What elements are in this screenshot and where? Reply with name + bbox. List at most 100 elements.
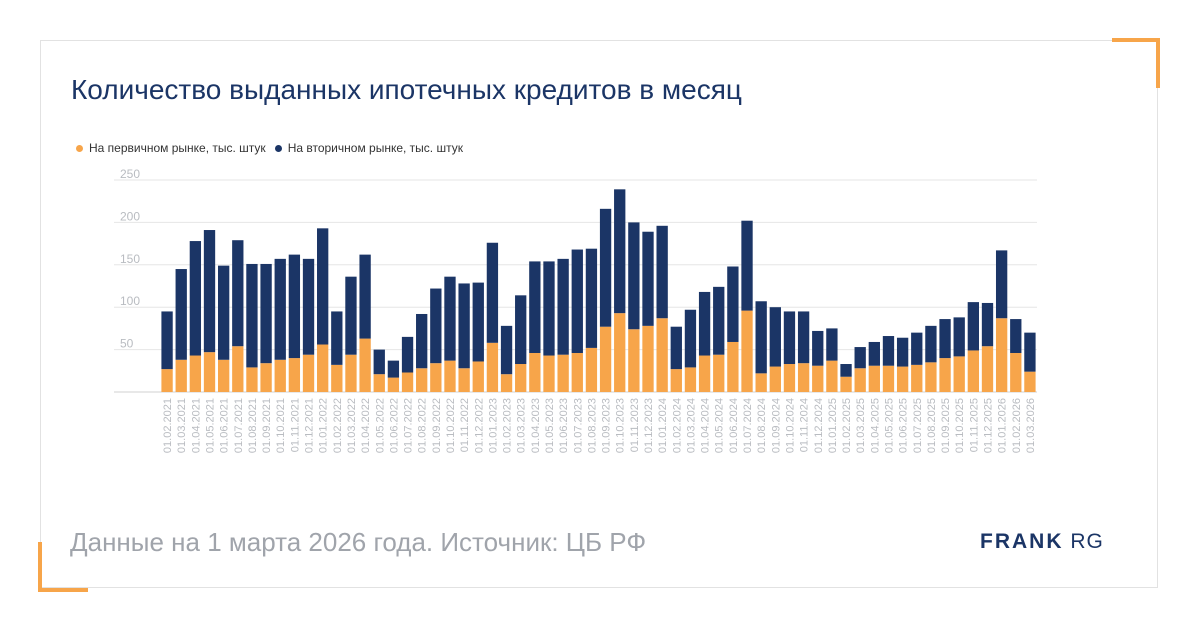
bar-primary — [317, 344, 329, 392]
bar-secondary — [840, 364, 852, 377]
x-tick-label: 01.02.2024 — [671, 398, 683, 453]
y-tick-label: 100 — [120, 294, 140, 308]
bar-secondary — [373, 349, 385, 375]
bar-secondary — [911, 332, 923, 365]
corner-accent-top-right — [1112, 38, 1160, 88]
x-tick-label: 01.04.2024 — [700, 398, 712, 453]
bar-primary — [359, 338, 371, 392]
bar-primary — [741, 310, 753, 392]
x-tick-label: 01.01.2025 — [827, 398, 839, 453]
bar-secondary — [175, 269, 187, 360]
x-tick-label: 01.12.2024 — [813, 398, 825, 453]
bar-primary — [203, 352, 216, 392]
bar-secondary — [387, 360, 400, 378]
bar-secondary — [599, 208, 612, 327]
bar-secondary — [614, 189, 626, 314]
bar-primary — [868, 365, 880, 392]
bar-primary — [684, 367, 697, 392]
bar-primary — [628, 329, 640, 392]
bar-secondary — [246, 263, 258, 368]
bar-secondary — [401, 336, 414, 373]
bar-secondary — [345, 276, 357, 355]
bar-secondary — [896, 337, 909, 367]
x-tick-label: 01.06.2021 — [219, 398, 231, 453]
bar-primary — [387, 377, 400, 392]
bar-secondary — [161, 311, 173, 370]
bar-secondary — [331, 311, 343, 365]
bar-primary — [995, 318, 1008, 392]
x-tick-label: 01.09.2024 — [770, 398, 782, 453]
y-tick-label: 50 — [120, 337, 134, 351]
bar-secondary — [557, 258, 569, 355]
bar-primary — [698, 355, 711, 392]
x-tick-label: 01.05.2021 — [205, 398, 217, 453]
bar-primary — [769, 366, 781, 392]
x-tick-label: 01.08.2023 — [586, 398, 598, 453]
bar-primary — [1010, 352, 1022, 392]
x-tick-label: 01.10.2022 — [445, 398, 457, 453]
bar-primary — [416, 368, 428, 392]
x-tick-label: 01.01.2026 — [997, 398, 1009, 453]
bar-secondary — [812, 330, 824, 366]
bar-primary — [557, 354, 569, 392]
bar-secondary — [826, 328, 838, 361]
bar-secondary — [288, 254, 301, 359]
x-tick-label: 01.06.2023 — [558, 398, 570, 453]
bar-secondary — [995, 250, 1008, 319]
logo-part-frank: FRANK — [980, 530, 1064, 553]
x-tick-label: 01.04.2025 — [869, 398, 881, 453]
bar-primary — [896, 366, 909, 392]
bar-primary — [529, 352, 541, 392]
bar-primary — [599, 326, 612, 392]
bar-secondary — [854, 347, 866, 369]
x-tick-label: 01.03.2026 — [1025, 398, 1037, 453]
bar-secondary — [571, 249, 583, 353]
bar-primary — [755, 373, 767, 392]
x-tick-label: 01.05.2022 — [374, 398, 386, 453]
bar-secondary — [302, 258, 315, 355]
x-tick-label: 01.04.2022 — [360, 398, 372, 453]
bar-secondary — [486, 242, 499, 343]
bar-primary — [953, 356, 965, 392]
x-tick-label: 01.07.2025 — [912, 398, 924, 453]
x-tick-label: 01.12.2023 — [643, 398, 655, 453]
bar-secondary — [529, 261, 541, 353]
page-title: Количество выданных ипотечных кредитов в… — [71, 74, 742, 105]
y-tick-label: 200 — [120, 209, 140, 223]
bar-secondary — [472, 282, 484, 362]
legend-item-secondary: На вторичном рынке, тыс. штук — [274, 141, 463, 155]
footer-source: Данные на 1 марта 2026 года. Источник: Ц… — [70, 527, 647, 557]
bar-secondary — [684, 309, 697, 368]
x-tick-label: 01.08.2024 — [756, 398, 768, 453]
legend-dot-secondary-icon — [274, 144, 282, 152]
x-tick-label: 01.02.2025 — [841, 398, 853, 453]
x-tick-label: 01.08.2021 — [247, 398, 259, 453]
bar-secondary — [755, 301, 767, 374]
bar-secondary — [444, 276, 456, 361]
bar-secondary — [967, 302, 980, 351]
x-tick-label: 01.04.2023 — [530, 398, 542, 453]
bar-primary — [515, 364, 527, 392]
x-tick-label: 01.03.2021 — [176, 398, 188, 453]
x-tick-label: 01.05.2024 — [714, 398, 726, 453]
bar-primary — [727, 341, 739, 392]
x-tick-label: 01.09.2023 — [601, 398, 613, 453]
x-tick-label: 01.03.2022 — [346, 398, 358, 453]
bar-secondary — [769, 307, 781, 367]
bar-secondary — [515, 295, 527, 365]
x-tick-label: 01.02.2022 — [332, 398, 344, 453]
x-tick-label: 01.09.2025 — [940, 398, 952, 453]
x-tick-label: 01.02.2026 — [1011, 398, 1023, 453]
legend-item-primary: На первичном рынке, тыс. штук — [76, 141, 266, 155]
y-tick-label: 150 — [120, 252, 140, 266]
bar-primary — [543, 355, 555, 392]
x-tick-label: 01.07.2023 — [572, 398, 584, 453]
x-tick-label: 01.12.2021 — [304, 398, 316, 453]
bar-secondary — [1010, 319, 1022, 353]
x-tick-label: 01.02.2021 — [162, 398, 174, 453]
bar-primary — [401, 372, 414, 392]
x-tick-label: 01.01.2022 — [318, 398, 330, 453]
x-tick-label: 01.10.2024 — [784, 398, 796, 453]
bar-primary — [783, 364, 796, 392]
bar-secondary — [1024, 332, 1036, 372]
